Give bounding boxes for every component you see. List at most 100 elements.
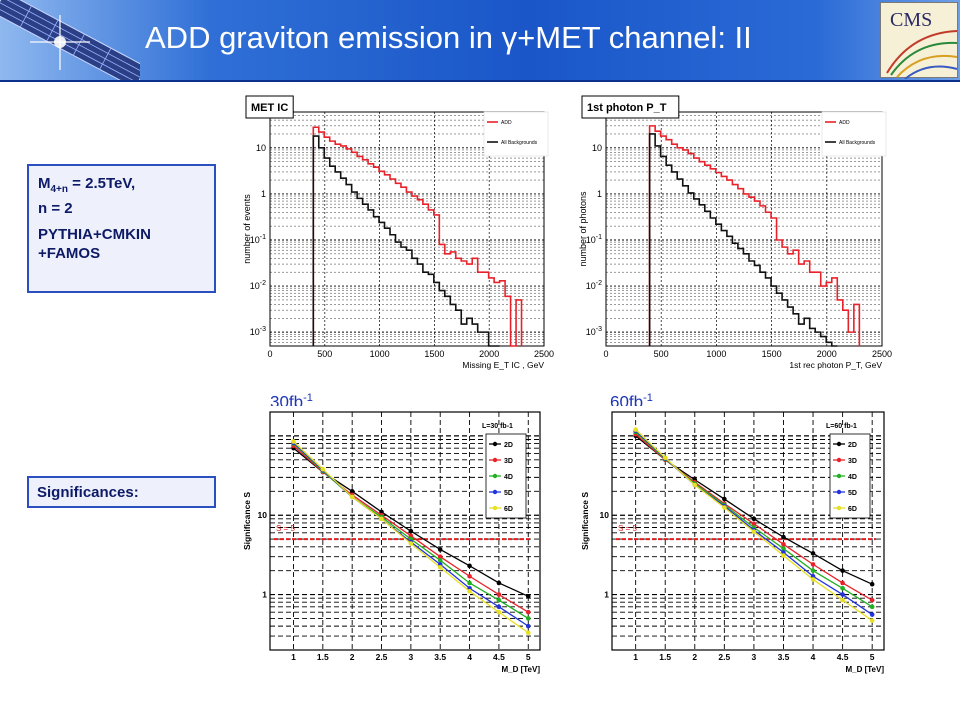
significance-plot-60fb: S = 5 1 1.5 2 2.5 3 3.5 4 4.5 5 10 1 Significance S M…	[578, 406, 896, 678]
data-point-3d	[408, 533, 414, 539]
legend-label: 5D	[504, 490, 513, 497]
data-point-6d	[437, 565, 443, 570]
y-axis-label: Significance S	[242, 492, 252, 550]
x-tick-label: 4	[811, 652, 816, 662]
y-tick-label: 1	[604, 590, 609, 600]
mass-subscript: 4+n	[50, 184, 69, 195]
plot-title: 1st photon P_T	[587, 102, 667, 114]
data-point-5d	[525, 623, 531, 629]
legend-marker	[492, 441, 498, 447]
data-point-6d	[810, 577, 816, 582]
x-tick-label: 2000	[479, 349, 499, 359]
y-tick-label: 10-1	[250, 234, 266, 245]
data-point-4d	[467, 580, 472, 586]
significances-label: Significances:	[37, 484, 139, 501]
page-title: ADD graviton emission in γ+MET channel: …	[145, 20, 752, 55]
x-tick-label: 2000	[817, 349, 837, 359]
cms-logo-text: CMS	[890, 9, 933, 31]
data-point-5d	[781, 550, 786, 555]
mass-line: M4+n = 2.5TeV,	[38, 174, 205, 199]
lumi-exponent: -1	[303, 392, 313, 404]
legend-label: 4D	[848, 474, 857, 481]
legend-marker	[492, 473, 498, 479]
x-tick-label: 1500	[762, 349, 782, 359]
legend-marker	[492, 457, 498, 463]
y-tick-label: 1	[261, 189, 266, 199]
data-point-2d	[525, 594, 531, 599]
x-axis-label: Missing E_T IC , GeV	[462, 360, 544, 370]
data-point-6d	[781, 553, 786, 558]
plot-title: MET IC	[251, 102, 288, 114]
generator-line-2: +FAMOS	[38, 245, 101, 262]
x-tick-label: 3.5	[434, 652, 446, 662]
data-point-2d	[810, 551, 816, 556]
data-point-2d	[840, 568, 845, 573]
data-point-3d	[810, 562, 816, 567]
legend-label: ADD	[839, 120, 850, 126]
y-tick-label: 10-3	[586, 326, 602, 337]
legend-label: 6D	[848, 506, 857, 513]
legend-marker	[492, 505, 498, 511]
legend-label: 3D	[848, 458, 857, 465]
significances-box: Significances:	[27, 476, 216, 508]
x-tick-label: 1	[633, 652, 638, 662]
series-line-add	[648, 125, 861, 346]
detector-logo-icon	[0, 0, 140, 80]
photon-pt-histogram: 0 500 1000 1500 2000 2500 10 1 10-1 10-2 10-3 numbe…	[576, 92, 894, 372]
data-point-5d	[810, 573, 816, 579]
data-point-6d	[467, 588, 472, 594]
legend-marker	[836, 441, 842, 447]
y-tick-label: 1	[597, 189, 602, 199]
legend-marker	[492, 489, 498, 495]
y-tick-label: 10	[592, 143, 602, 153]
n-line: n = 2	[38, 200, 73, 217]
data-point-6d	[349, 494, 355, 500]
data-point-2d	[751, 516, 757, 522]
plot-frame	[611, 411, 885, 651]
legend-label: All Backgrounds	[839, 140, 876, 146]
series-line-add	[312, 126, 523, 347]
data-point-4d	[781, 546, 786, 551]
x-tick-label: 1000	[370, 349, 390, 359]
data-point-6d	[722, 505, 727, 510]
slide-header: ADD graviton emission in γ+MET channel: …	[0, 0, 960, 82]
x-tick-label: 2	[350, 652, 355, 662]
legend-marker	[836, 473, 842, 479]
data-point-2d	[467, 563, 472, 569]
x-tick-label: 1.5	[317, 652, 329, 662]
data-point-6d	[751, 529, 757, 534]
legend-label: 4D	[504, 474, 513, 481]
x-axis-label: 1st rec photon P_T, GeV	[789, 360, 882, 370]
x-tick-label: 3.5	[778, 652, 790, 662]
data-point-3d	[467, 573, 472, 579]
data-point-3d	[525, 609, 531, 615]
x-tick-label: 4	[467, 652, 472, 662]
x-tick-label: 2.5	[376, 652, 388, 662]
series-line-all-backgrounds	[648, 133, 838, 347]
y-tick-label: 10	[258, 510, 268, 520]
data-point-3d	[751, 521, 757, 527]
threshold-label: S = 5	[276, 524, 295, 533]
x-tick-label: 500	[317, 349, 332, 359]
y-tick-label: 10-3	[250, 326, 266, 337]
x-tick-label: 5	[870, 652, 875, 662]
parameters-box: M4+n = 2.5TeV, n = 2 PYTHIA+CMKIN +FAMOS	[27, 164, 216, 293]
data-point-4d	[810, 568, 816, 573]
data-point-4d	[869, 604, 875, 610]
data-point-2d	[379, 509, 384, 515]
legend-marker	[836, 505, 842, 511]
y-axis-label: number of photons	[578, 191, 588, 267]
data-point-2d	[408, 528, 414, 534]
y-tick-label: 10	[256, 143, 266, 153]
plot-title-box	[245, 95, 294, 119]
legend-box	[483, 111, 549, 157]
x-tick-label: 1500	[424, 349, 444, 359]
cms-logo-icon	[886, 30, 958, 79]
data-point-3d	[437, 554, 443, 559]
legend-label: 6D	[504, 506, 513, 513]
legend-box	[821, 111, 887, 157]
x-tick-label: 5	[526, 652, 531, 662]
data-point-6d	[291, 439, 296, 444]
data-point-6d	[408, 541, 414, 546]
x-tick-label: 2.5	[718, 652, 730, 662]
